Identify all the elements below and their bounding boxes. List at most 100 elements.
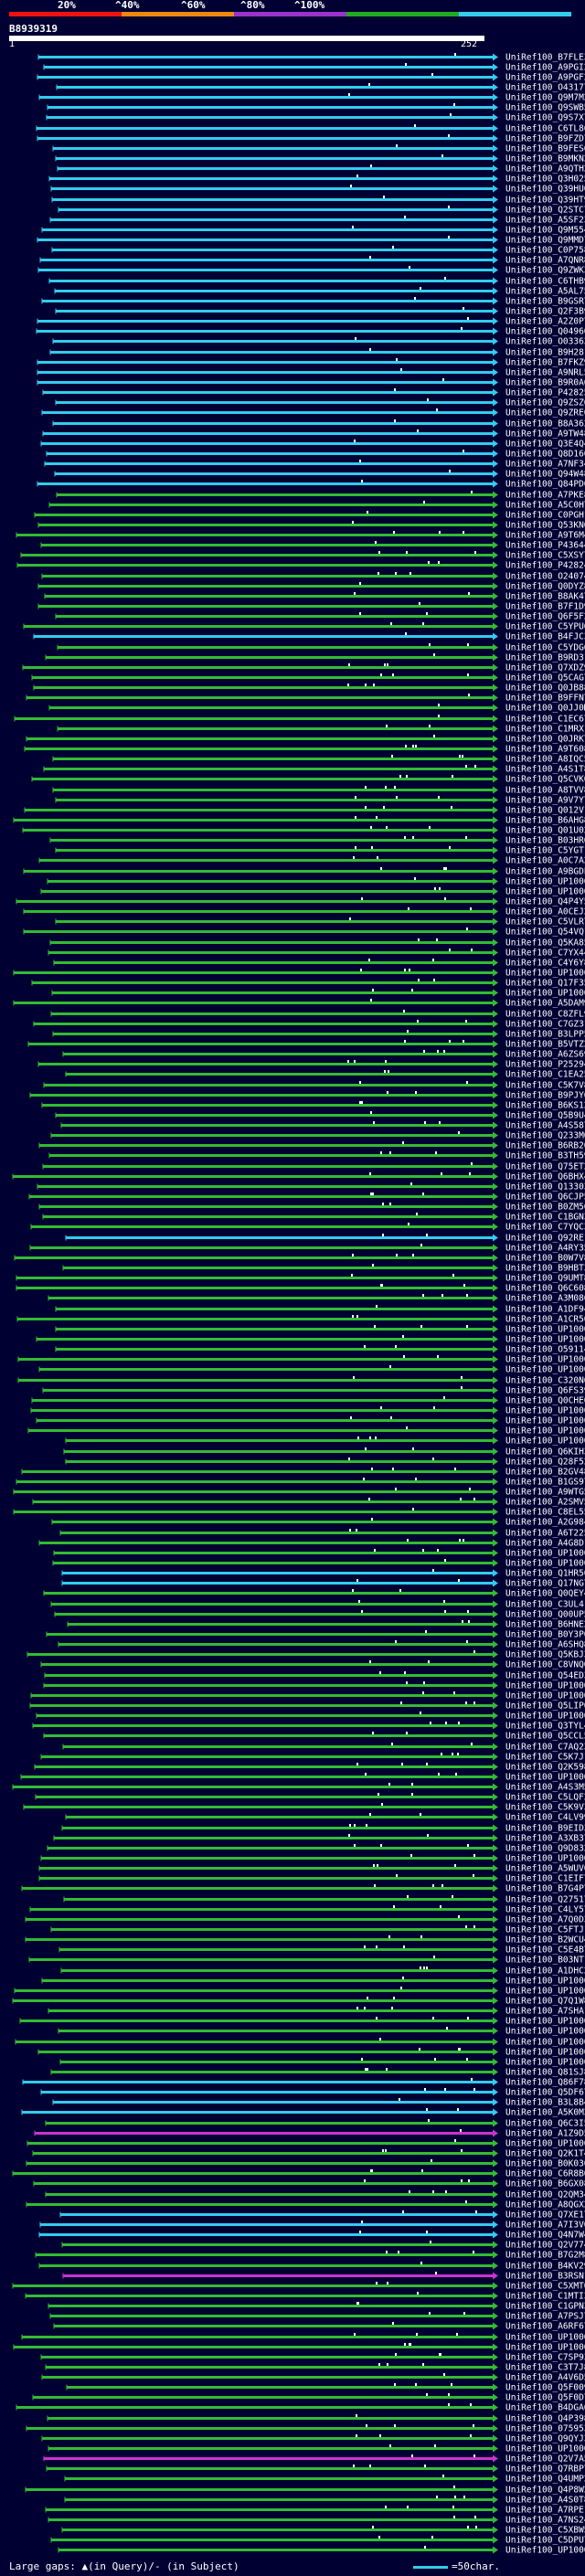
hit-label[interactable]: UniRef100_Q9M7M2 (505, 93, 585, 103)
hit-label[interactable]: UniRef100_C1BGN3 (505, 1213, 585, 1223)
hit-label[interactable]: UniRef100_B03NT1 (505, 1956, 585, 1966)
hit-label[interactable]: UniRef100_B9RD31 (505, 653, 585, 663)
hit-label[interactable]: UniRef100_UP1000.. (505, 1335, 585, 1345)
hit-label[interactable]: UniRef100_C5YPU6 (505, 622, 585, 632)
hit-label[interactable]: UniRef100_C1EC67 (505, 715, 585, 725)
hit-label[interactable]: UniRef100_Q94W48 (505, 470, 585, 480)
hit-label[interactable]: UniRef100_A6RF67 (505, 2322, 585, 2332)
hit-label[interactable]: UniRef100_C8ZFL9 (505, 1010, 585, 1020)
hit-label[interactable]: UniRef100_A6ZS69 (505, 1050, 585, 1060)
hit-label[interactable]: UniRef100_C5XSY7 (505, 551, 585, 561)
hit-label[interactable]: UniRef100_Q5KA85 (505, 938, 585, 949)
hit-label[interactable]: UniRef100_Q4P4Y5 (505, 897, 585, 907)
hit-label[interactable]: UniRef100_A8TVV8 (505, 786, 585, 796)
hit-label[interactable]: UniRef100_A8IQC5 (505, 755, 585, 765)
hit-label[interactable]: UniRef100_Q5DF67 (505, 2088, 585, 2098)
hit-label[interactable]: UniRef100_Q5KBJ3 (505, 1650, 585, 1660)
hit-label[interactable]: UniRef100_A7NF34 (505, 460, 585, 470)
hit-label[interactable]: UniRef100_Q4N7W4 (505, 2231, 585, 2241)
hit-label[interactable]: UniRef100_C1EA25 (505, 1070, 585, 1080)
hit-label[interactable]: UniRef100_B4FJC3 (505, 632, 585, 642)
hit-label[interactable]: UniRef100_A4S3M5 (505, 1783, 585, 1793)
hit-label[interactable]: UniRef100_A9BGDL (505, 867, 585, 877)
hit-label[interactable]: UniRef100_B9EID3 (505, 1824, 585, 1834)
hit-label[interactable]: UniRef100_Q2F3B9 (505, 307, 585, 317)
hit-label[interactable]: UniRef100_O03363 (505, 337, 585, 347)
hit-label[interactable]: UniRef100_Q0DYZ8 (505, 582, 585, 592)
hit-label[interactable]: UniRef100_Q3E4Q4 (505, 440, 585, 450)
hit-label[interactable]: UniRef100_B4DGA6 (505, 2403, 585, 2413)
hit-label[interactable]: UniRef100_Q5CAG7 (505, 673, 585, 684)
hit-label[interactable]: UniRef100_C1EIF7 (505, 1874, 585, 1884)
hit-label[interactable]: UniRef100_P25294 (505, 1060, 585, 1070)
hit-label[interactable]: UniRef100_C5K9V3 (505, 1803, 585, 1813)
hit-label[interactable]: UniRef100_B0ZM56 (505, 1203, 585, 1213)
hit-label[interactable]: UniRef100_A7Q0D3 (505, 1915, 585, 1925)
hit-label[interactable]: UniRef100_Q5CVK0 (505, 775, 585, 785)
hit-label[interactable]: UniRef100_B9H281 (505, 348, 585, 358)
hit-label[interactable]: UniRef100_Q0QEY4 (505, 1589, 585, 1599)
hit-label[interactable]: UniRef100_UP1000.. (505, 2038, 585, 2048)
hit-label[interactable]: UniRef100_UP1000.. (505, 2058, 585, 2068)
hit-label[interactable]: UniRef100_A9QTH2 (505, 164, 585, 175)
hit-label[interactable]: UniRef100_Q9QYJ3 (505, 2434, 585, 2444)
hit-label[interactable]: UniRef100_B8A362 (505, 419, 585, 429)
hit-label[interactable]: UniRef100_Q4UMP2 (505, 2475, 585, 2485)
hit-label[interactable]: UniRef100_A5DAM9 (505, 999, 585, 1009)
hit-label[interactable]: UniRef100_UP1000.. (505, 1559, 585, 1569)
hit-label[interactable]: UniRef100_Q17F35 (505, 979, 585, 989)
hit-label[interactable]: UniRef100_A4S1T8 (505, 765, 585, 775)
hit-label[interactable]: UniRef100_UP1000.. (505, 2139, 585, 2149)
hit-label[interactable]: UniRef100_B9R0A6 (505, 378, 585, 388)
hit-label[interactable]: UniRef100_A5AL75 (505, 287, 585, 297)
hit-label[interactable]: UniRef100_Q9ZWK3 (505, 266, 585, 276)
hit-label[interactable]: UniRef100_UP1000.. (505, 887, 585, 897)
hit-label[interactable]: UniRef100_C4LV99 (505, 1813, 585, 1823)
hit-label[interactable]: UniRef100_B3LPP5 (505, 1030, 585, 1040)
hit-label[interactable]: UniRef100_A9T6M4 (505, 531, 585, 541)
hit-label[interactable]: UniRef100_UP1000.. (505, 1549, 585, 1559)
hit-label[interactable]: UniRef100_Q9SWB5 (505, 103, 585, 113)
hit-label[interactable]: UniRef100_B9HBT3 (505, 1264, 585, 1274)
hit-label[interactable]: UniRef100_UP1000.. (505, 1712, 585, 1722)
hit-label[interactable]: UniRef100_A8QGX2 (505, 2200, 585, 2210)
hit-label[interactable]: UniRef100_A3XB37 (505, 1834, 585, 1844)
hit-label[interactable]: UniRef100_Q7XDZ9 (505, 663, 585, 673)
hit-label[interactable]: UniRef100_O59114 (505, 1345, 585, 1355)
hit-label[interactable]: UniRef100_UP1000.. (505, 2546, 585, 2556)
hit-label[interactable]: UniRef100_Q2V7A5 (505, 2454, 585, 2465)
hit-label[interactable]: UniRef100_B9FES6 (505, 144, 585, 154)
hit-label[interactable]: UniRef100_Q00UP5 (505, 1610, 585, 1620)
hit-label[interactable]: UniRef100_C6TL86 (505, 124, 585, 134)
hit-label[interactable]: UniRef100_A7RPE1 (505, 2506, 585, 2516)
hit-label[interactable]: UniRef100_B2WCU4 (505, 1935, 585, 1945)
hit-label[interactable]: UniRef100_B9FZD7 (505, 134, 585, 144)
hit-label[interactable]: UniRef100_C7YX44 (505, 949, 585, 959)
hit-label[interactable]: UniRef100_Q9MMD7 (505, 236, 585, 246)
hit-label[interactable]: UniRef100_Q04960 (505, 327, 585, 337)
hit-label[interactable]: UniRef100_Q0JJ0M (505, 704, 585, 714)
hit-label[interactable]: UniRef100_A2Z0P7 (505, 317, 585, 327)
hit-label[interactable]: UniRef100_Q28F52 (505, 1458, 585, 1468)
hit-label[interactable]: UniRef100_C1MRX1 (505, 725, 585, 735)
hit-label[interactable]: UniRef100_Q2K1T4 (505, 2149, 585, 2159)
hit-label[interactable]: UniRef100_Q9D832 (505, 1844, 585, 1854)
hit-label[interactable]: UniRef100_UP1000.. (505, 2017, 585, 2027)
hit-label[interactable]: UniRef100_A3M086 (505, 1294, 585, 1304)
hit-label[interactable]: UniRef100_C6THB9 (505, 277, 585, 287)
hit-label[interactable]: UniRef100_B03HR6 (505, 836, 585, 846)
hit-label[interactable]: UniRef100_B6AHG8 (505, 816, 585, 826)
hit-label[interactable]: UniRef100_B0W7V8 (505, 1254, 585, 1264)
hit-label[interactable]: UniRef100_C3T7J8 (505, 2363, 585, 2373)
hit-label[interactable]: UniRef100_Q39HT9 (505, 196, 585, 206)
hit-label[interactable]: UniRef100_C5FTJ1 (505, 1925, 585, 1935)
hit-label[interactable]: UniRef100_A1DHC2 (505, 1966, 585, 1977)
hit-label[interactable]: UniRef100_B7F1D9 (505, 602, 585, 612)
hit-label[interactable]: UniRef100_UP1000.. (505, 2333, 585, 2343)
hit-label[interactable]: UniRef100_Q7Q1W8 (505, 1997, 585, 2007)
hit-label[interactable]: UniRef100_A5K0M3 (505, 2108, 585, 2118)
hit-label[interactable]: UniRef100_Q5LIP0 (505, 1701, 585, 1712)
hit-label[interactable]: UniRef100_A4V6D5 (505, 2373, 585, 2383)
hit-label[interactable]: UniRef100_Q0CHE0 (505, 1396, 585, 1406)
hit-label[interactable]: UniRef100_P42824 (505, 561, 585, 571)
